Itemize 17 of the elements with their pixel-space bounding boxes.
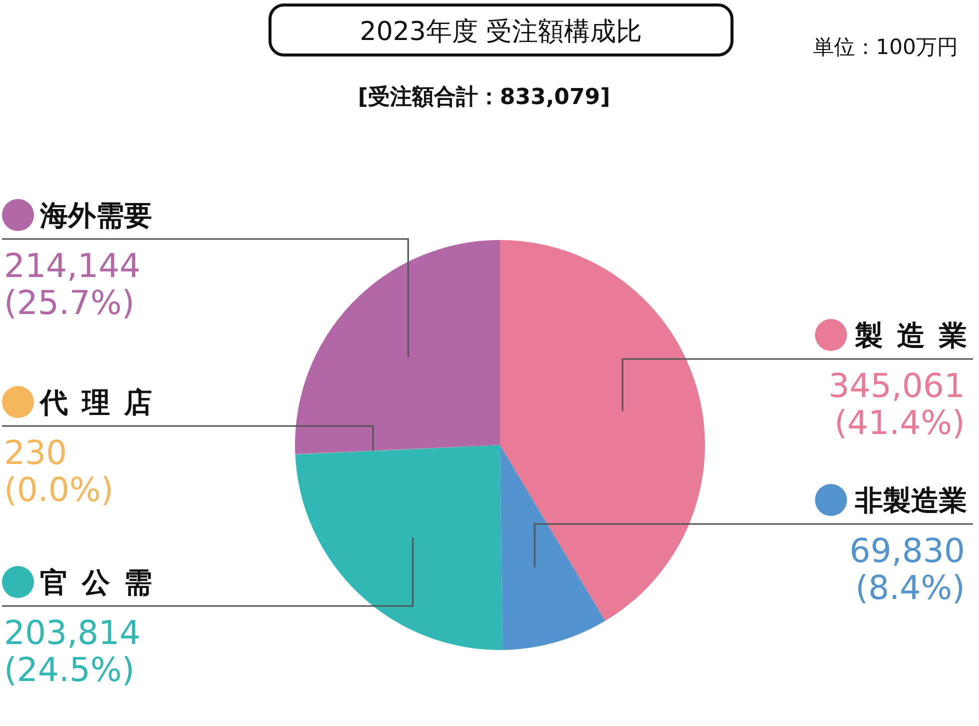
- legend-label: 代理店: [38, 386, 152, 419]
- text: 単位：100万円: [812, 35, 958, 59]
- legend-label: 官公需: [40, 566, 152, 599]
- legend-label: 製造業: [854, 319, 967, 352]
- chart-title: 2023年度 受注額構成比: [360, 17, 642, 47]
- legend-label: 海外需要: [39, 199, 152, 232]
- data-label: 345,061 (41.4%): [828, 366, 965, 442]
- data-label: 214,144 (25.7%): [4, 246, 140, 322]
- pie-slice: [500, 445, 606, 650]
- chart-subtitle: [受注額合計：833,079]: [358, 84, 610, 110]
- data-label: 230 (0.0%): [4, 433, 114, 509]
- data-label: 69,830 (8.4%): [850, 531, 965, 607]
- data-label: 203,814 (24.5%): [4, 613, 140, 689]
- pie-slice: [500, 240, 705, 621]
- pie-slice: [295, 240, 500, 454]
- legend-label: 非製造業: [854, 484, 967, 517]
- pie-slice: [295, 445, 503, 650]
